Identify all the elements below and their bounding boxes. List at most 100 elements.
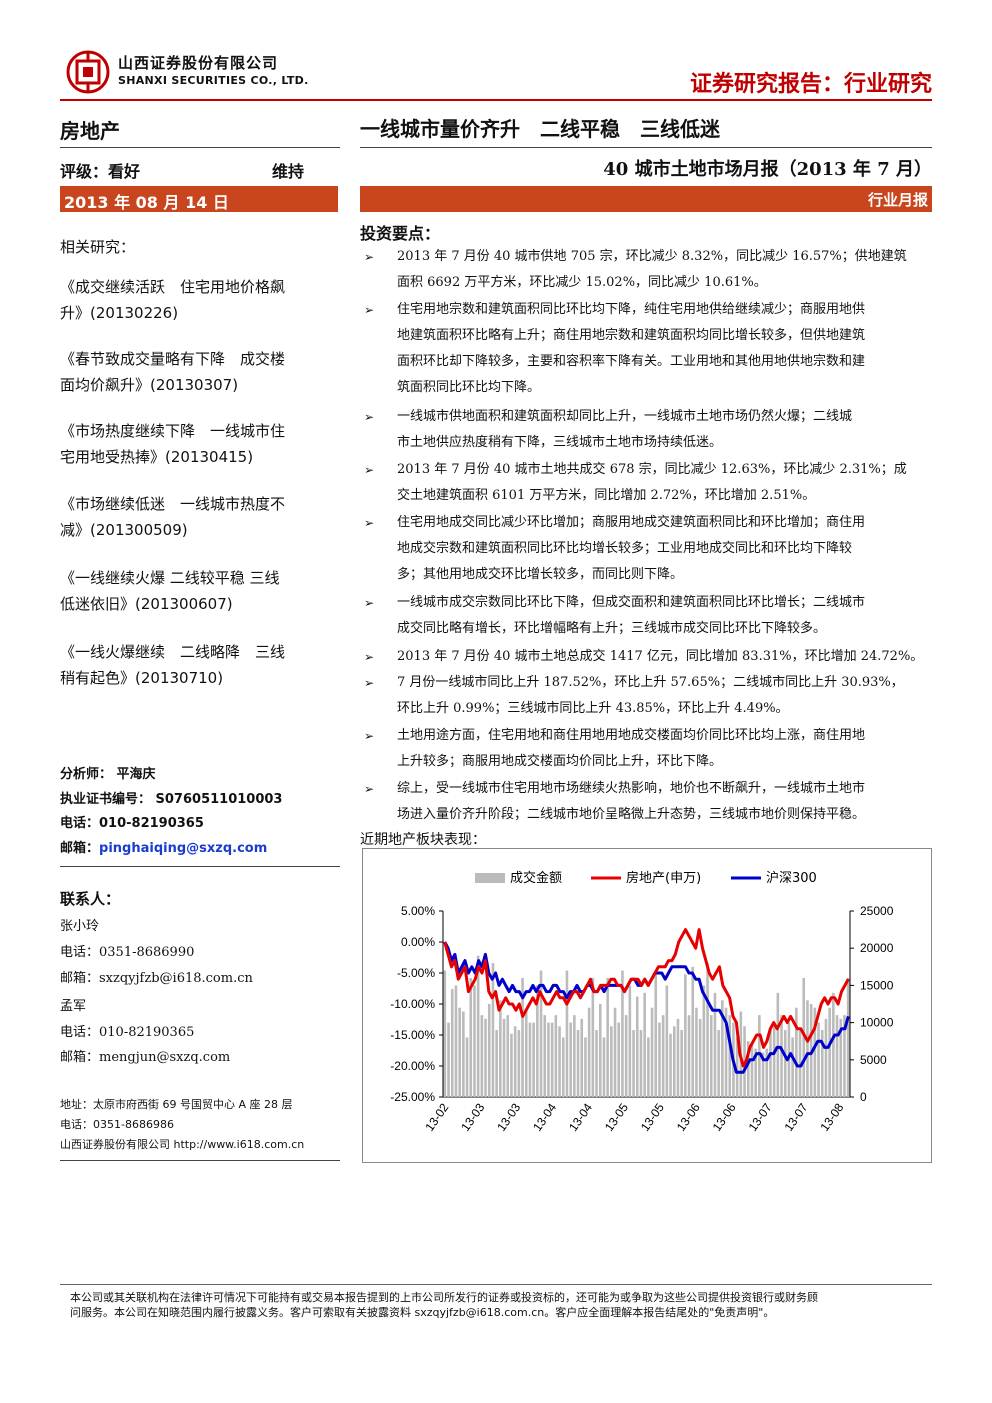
headline: 一线城市量价齐升 二线平稳 三线低迷 [360,117,720,141]
volume-bar [746,1041,750,1097]
volume-bar [491,963,495,1097]
analyst-email-link[interactable]: pinghaiqing@sxzq.com [99,841,268,856]
x-tick-label: 13-06 [710,1100,739,1133]
volume-bar [783,1030,787,1097]
volume-bar [647,1037,650,1097]
header-rule [60,99,932,101]
bullet-arrow-icon: ➢ [364,782,375,796]
legend-label-hs300: 沪深300 [766,870,817,886]
address-line: 电话：0351-8686986 [60,1118,174,1131]
related-item: 《春节致成交量略有下降 成交楼 面均价飙升》(20130307) [60,350,286,394]
divider [60,1160,340,1161]
x-tick-label: 13-02 [422,1100,451,1133]
bullet-arrow-icon: ➢ [364,650,375,664]
volume-bar [721,1000,724,1097]
rating-action: 维持 [272,162,305,181]
y-right-tick-label: 0 [860,1090,867,1104]
volume-bar [698,1018,702,1097]
volume-bar [543,1015,547,1097]
volume-bar [499,1000,502,1097]
volume-bar [795,1007,798,1097]
bullet-item: ➢ 一线城市成交宗数同比环比下降，但成交面积和建筑面积同比环比增长；二线城市 成交… [364,590,932,642]
volume-bar [765,1048,769,1097]
realestate-line [443,928,850,1068]
volume-bar [658,1022,661,1097]
contacts-title: 联系人： [60,890,121,908]
company-logo [66,50,110,94]
volume-bar [824,1018,828,1097]
volume-bar [798,1030,802,1097]
bullet-item: ➢ 一线城市供地面积和建筑面积却同比上升，一线城市土地市场仍然火爆；二线城 市土地… [364,404,932,456]
volume-bar [606,977,609,1097]
volume-bar [780,1015,783,1097]
analyst-phone: 电话：010-82190365 [60,816,204,831]
volume-bar [724,1007,728,1097]
volume-bar [817,1022,820,1097]
volume-bar [480,1015,484,1097]
report-category: 行业月报 [867,191,928,209]
x-tick-label: 13-08 [817,1100,846,1133]
bullet-item: ➢ 2013 年 7 月份 40 城市土地总成交 1417 亿元，同比增加 83… [364,644,932,670]
volume-bar [587,1007,591,1097]
disclaimer: 本公司或其关联机构在法律许可情况下可能持有或交易本报告提到的上市公司所发行的证券… [70,1291,818,1319]
volume-bar [506,1015,510,1097]
volume-bar [846,977,850,1097]
volume-bar [639,1030,643,1097]
volume-bar [643,992,646,1097]
volume-bar [672,1026,676,1097]
volume-bar [791,1037,794,1097]
volume-bar [820,1030,824,1097]
sector: 房地产 [60,119,120,143]
volume-bar [613,1007,617,1097]
volume-bar [617,1022,621,1097]
volume-bar [502,1018,506,1097]
y-right-tick-label: 15000 [860,978,894,992]
volume-bar [521,977,524,1097]
volume-bar [469,977,473,1097]
legend-label-volume: 成交金额 [510,870,562,886]
company-name-en: SHANXI SECURITIES CO., LTD. [118,74,309,87]
x-tick-label: 13-04 [566,1100,595,1133]
volume-bar [769,1030,772,1097]
volume-bar [706,963,709,1097]
y-left-tick-label: -20.00% [390,1059,435,1073]
volume-bar [839,1018,843,1097]
report-category-bar [360,186,932,212]
contact-line: 邮箱：sxzqyjfzb@i618.com.cn [60,971,253,986]
bullet-arrow-icon: ➢ [364,250,375,264]
analyst-name: 分析师： 平海庆 [60,767,156,782]
volume-bar [776,992,780,1097]
contact-line: 电话：0351-8686990 [60,945,195,960]
related-item: 《成交继续活跃 住宅用地价格飙 升》(20130226) [60,278,286,322]
y-right-tick-label: 25000 [860,904,894,918]
analyst-cert: 执业证书编号： S0760511010003 [60,792,283,807]
bullet-item: ➢ 2013 年 7 月份 40 城市供地 705 宗，环比减少 8.32%，同… [364,244,932,296]
volume-bar [450,989,454,1097]
volume-bar [565,970,569,1097]
analyst-email-row: 邮箱：pinghaiqing@sxzq.com [60,841,268,856]
volume-bar [528,1022,532,1097]
y-left-tick-label: -15.00% [390,1028,435,1042]
volume-bar [654,970,658,1097]
volume-bar [713,992,717,1097]
rating: 评级：看好 [60,162,141,181]
volume-bar [598,1004,602,1097]
chart-frame: 5.00% 0.00% -5.00% -10.00% -15.00% -20.00% -25… [362,848,932,1163]
y-left-tick-label: 0.00% [401,935,435,949]
volume-bar [591,977,595,1097]
volume-bar [554,1015,558,1097]
bullet-item: ➢ 7 月份一线城市同比上升 187.52%，环比上升 57.65%；二线城市同… [364,670,932,722]
company-name-cn: 山西证券股份有限公司 [118,54,279,72]
volume-bar [547,1022,550,1097]
divider [60,866,340,867]
volume-bar [735,1037,739,1097]
volume-bar [828,1007,831,1097]
volume-bar [602,1037,606,1097]
volume-bar [454,985,458,1097]
volume-bar [691,966,695,1097]
x-tick-label: 13-05 [638,1100,667,1133]
contact-line: 邮箱：mengjun@sxzq.com [60,1050,231,1065]
volume-bar [447,1022,450,1097]
volume-bar [550,1022,554,1097]
volume-bar [462,1011,465,1097]
